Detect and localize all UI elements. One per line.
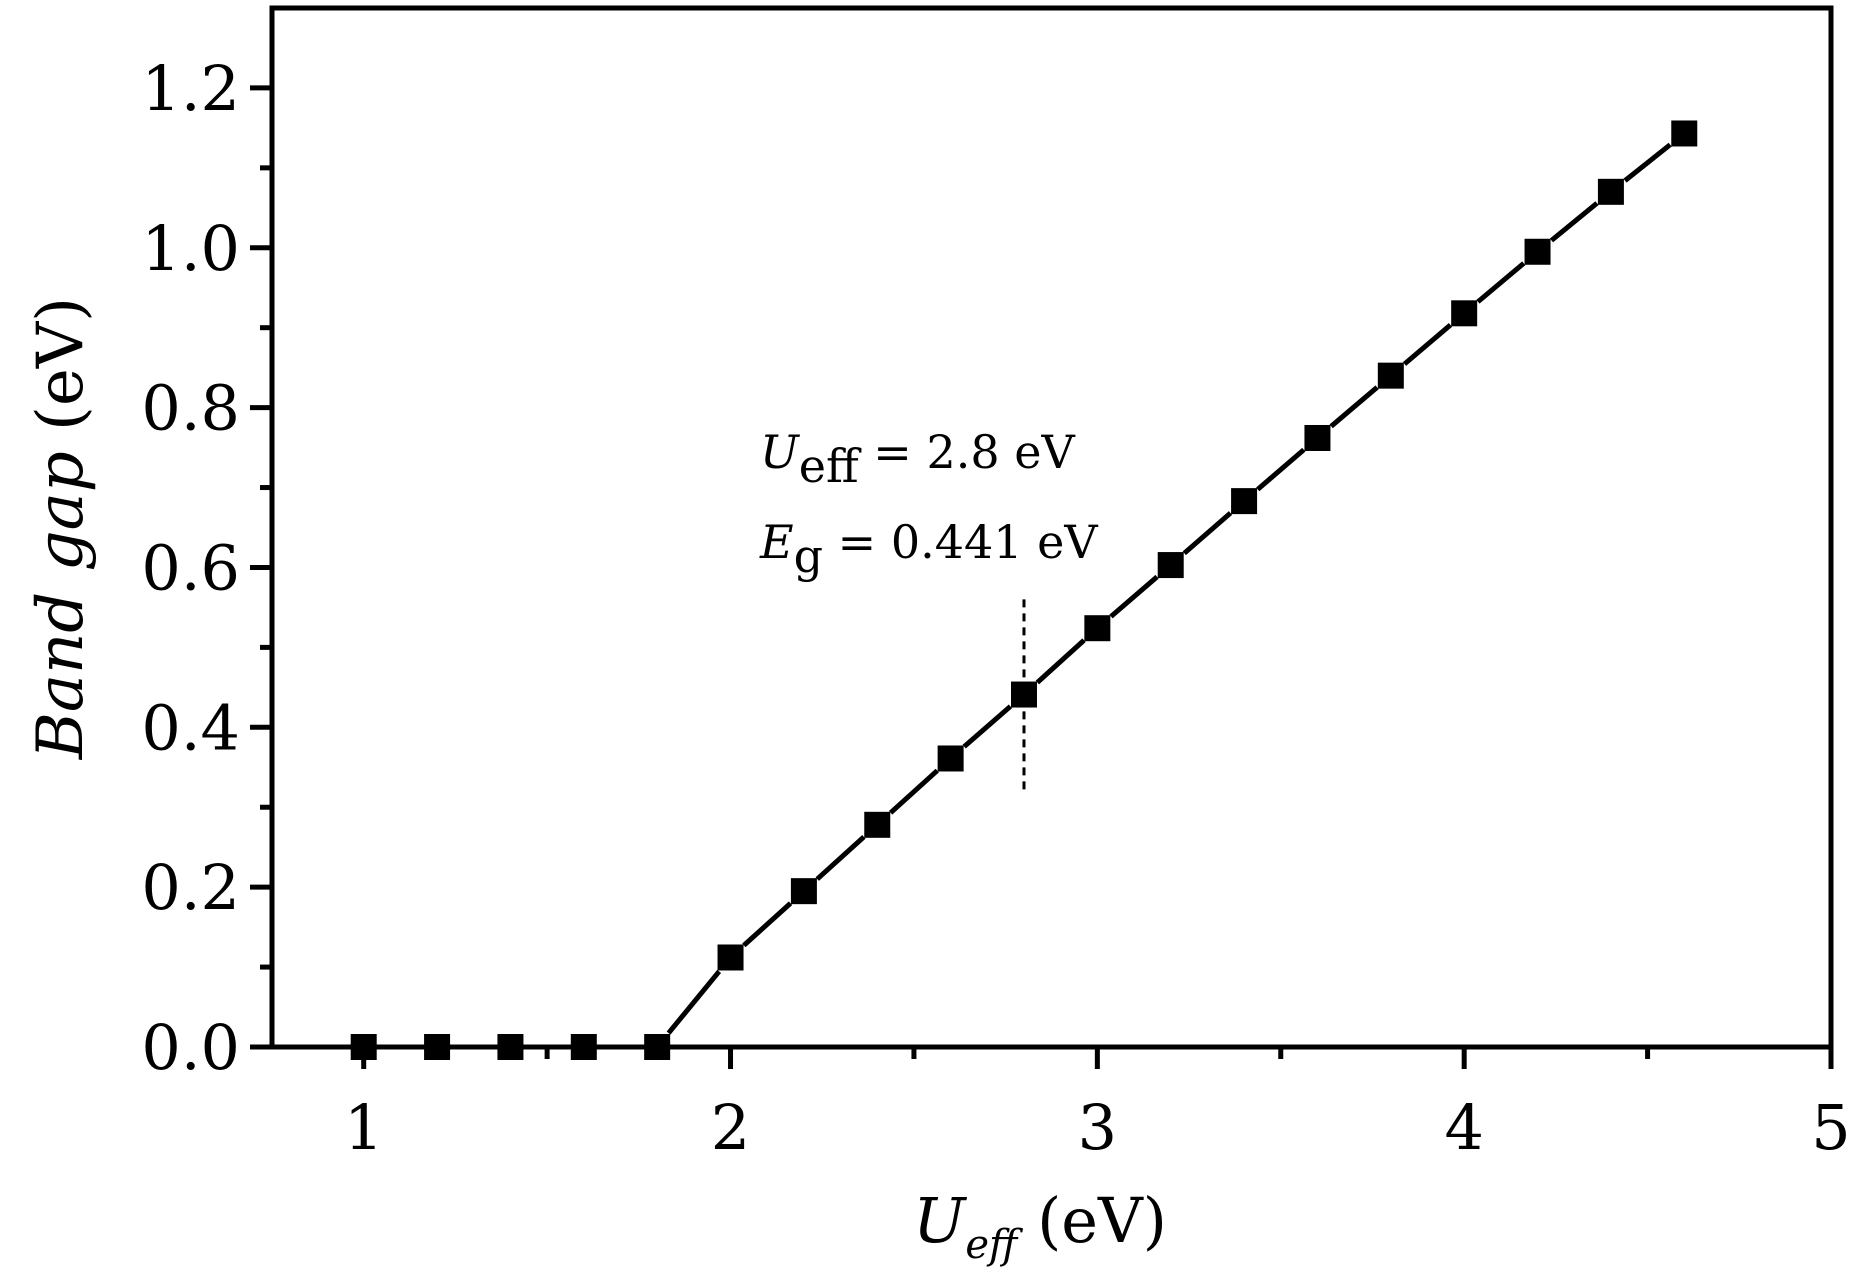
data-point (1377, 362, 1404, 389)
data-point (1084, 615, 1111, 642)
y-tick-label: 0.8 (141, 372, 240, 445)
data-point (1451, 300, 1478, 327)
data-point (644, 1034, 671, 1060)
data-point (497, 1034, 524, 1060)
data-point (1231, 488, 1258, 515)
data-point (1304, 424, 1331, 451)
data-point (717, 944, 744, 971)
series-line-segment (815, 835, 866, 881)
series-line-segment (1402, 323, 1453, 366)
data-point (1524, 238, 1551, 265)
x-tick-label: 5 (1811, 1091, 1850, 1164)
x-tick-label: 1 (344, 1091, 383, 1164)
x-axis-label-sub: eff (965, 1222, 1024, 1267)
data-point (1157, 552, 1184, 579)
x-axis-label: Ueff (eV) (913, 1184, 1167, 1267)
series-line-segment (1476, 261, 1526, 304)
y-tick-label: 0.0 (141, 1011, 240, 1084)
series-line-segment (1109, 574, 1159, 619)
series-line-segment (1182, 511, 1233, 556)
y-tick-label: 1.0 (141, 212, 240, 285)
data-point (1671, 120, 1698, 147)
data-point (790, 878, 817, 905)
series-line-segment (962, 704, 1013, 749)
series-line-segment (1035, 638, 1086, 685)
y-tick-label: 1.2 (141, 52, 240, 125)
data-series (350, 120, 1698, 1060)
annotation-value: = 0.441 eV (823, 515, 1098, 569)
y-tick-label: 0.2 (141, 851, 240, 924)
annotation-symbol: E (759, 515, 794, 569)
x-axis-label-main: U (913, 1184, 967, 1257)
series-line-segment (1329, 385, 1379, 429)
y-axis-label: Band gap (eV) (24, 297, 98, 760)
series-line-segment (742, 901, 793, 948)
annotation-text: Eg = 0.441 eV (759, 515, 1098, 583)
x-tick-label: 2 (711, 1091, 750, 1164)
y-tick-label: 0.6 (141, 531, 240, 604)
plot-frame (269, 5, 1834, 1050)
y-axis-label-main: Band gap (24, 451, 98, 760)
annotation-subscript: eff (799, 439, 862, 493)
series-line-segment (1623, 142, 1672, 183)
axis-ticks (250, 85, 1834, 1069)
annotation-symbol: U (760, 425, 801, 479)
plot-border (269, 5, 1834, 1050)
tick-labels: 1 2 3 4 5 0.0 0.2 0.4 0.6 0.8 1.0 1.2 (141, 52, 1850, 1164)
data-point (350, 1034, 377, 1060)
series-line-segment (1256, 447, 1306, 492)
series-line-segment (666, 969, 722, 1035)
series-line-segment (1549, 201, 1599, 243)
annotation-value: = 2.8 eV (859, 425, 1076, 479)
x-tick-label: 4 (1444, 1091, 1483, 1164)
y-tick-label: 0.4 (141, 691, 240, 764)
data-point (864, 811, 891, 838)
annotation-subscript: g (794, 529, 823, 583)
x-axis-label-unit: (eV) (1017, 1184, 1167, 1257)
annotations: Ueff = 2.8 eV Eg = 0.441 eV (759, 425, 1098, 792)
y-axis-label-unit: (eV) (24, 297, 98, 451)
series-line-segment (888, 768, 939, 815)
data-point (1597, 178, 1624, 205)
annotation-text: Ueff = 2.8 eV (760, 425, 1075, 493)
data-point (570, 1034, 597, 1060)
x-tick-label: 3 (1078, 1091, 1117, 1164)
data-point (424, 1034, 451, 1060)
data-point (937, 745, 964, 772)
